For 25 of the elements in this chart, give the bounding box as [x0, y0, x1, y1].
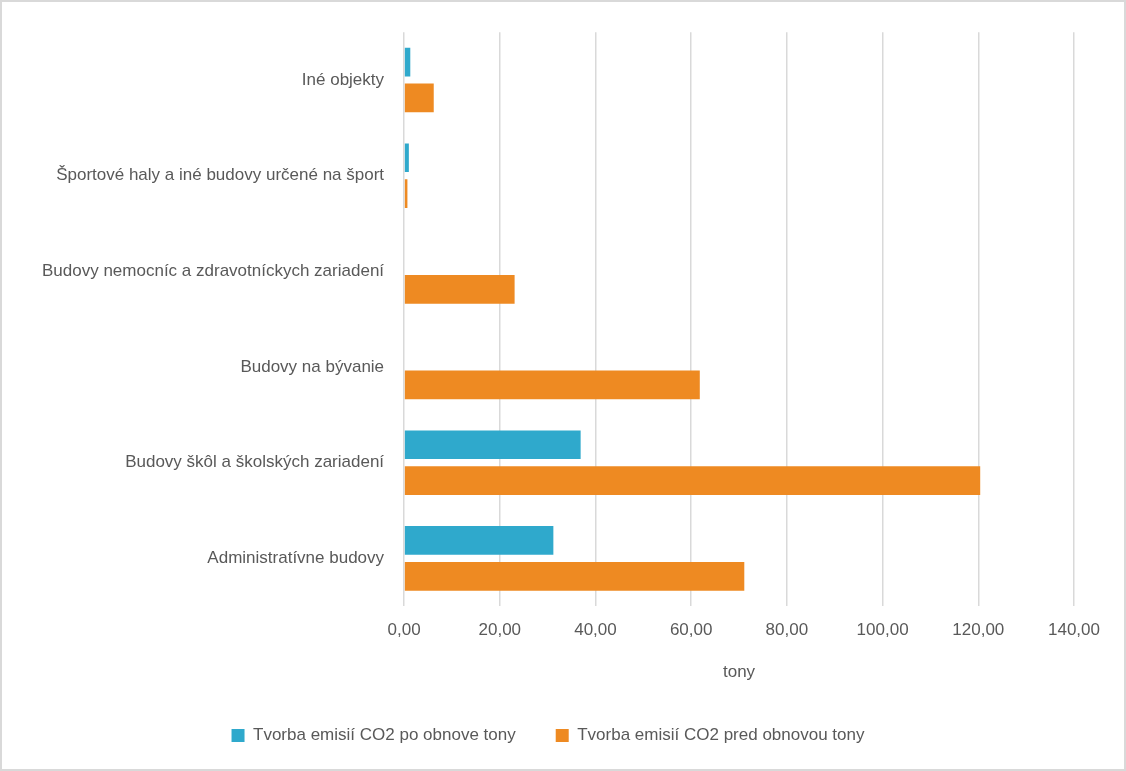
x-tick-label: 40,00 [574, 620, 617, 640]
x-axis-title: tony [722, 662, 756, 682]
y-tick-label: Športové haly a iné budovy určené na šport [56, 165, 385, 185]
bar [404, 466, 981, 495]
y-tick-label: Budovy škôl a školských zariadení [125, 452, 385, 472]
y-tick-label: Administratívne budovy [207, 548, 385, 568]
bar [404, 274, 515, 304]
bar [404, 430, 581, 460]
x-tick-label: 0,00 [387, 620, 421, 640]
x-tick-label: 120,00 [952, 620, 1005, 640]
legend-label: Tvorba emisií CO2 pred obnovou tony [577, 725, 865, 745]
x-tick-label: 140,00 [1048, 620, 1100, 640]
x-tick-label: 60,00 [669, 620, 713, 640]
x-tick-label: 100,00 [856, 620, 909, 640]
y-tick-label: Iné objekty [301, 69, 385, 89]
bar [404, 526, 554, 555]
bar [404, 561, 745, 591]
legend-label: Tvorba emisií CO2 po obnove tony [253, 725, 517, 745]
bar [404, 83, 434, 113]
x-tick-label: 80,00 [765, 620, 809, 640]
y-tick-label: Budovy na bývanie [240, 356, 385, 376]
x-tick-label: 20,00 [478, 620, 522, 640]
bar [404, 143, 409, 173]
bar [404, 370, 700, 400]
y-tick-label: Budovy nemocníc a zdravotníckych zariadení [41, 261, 385, 281]
